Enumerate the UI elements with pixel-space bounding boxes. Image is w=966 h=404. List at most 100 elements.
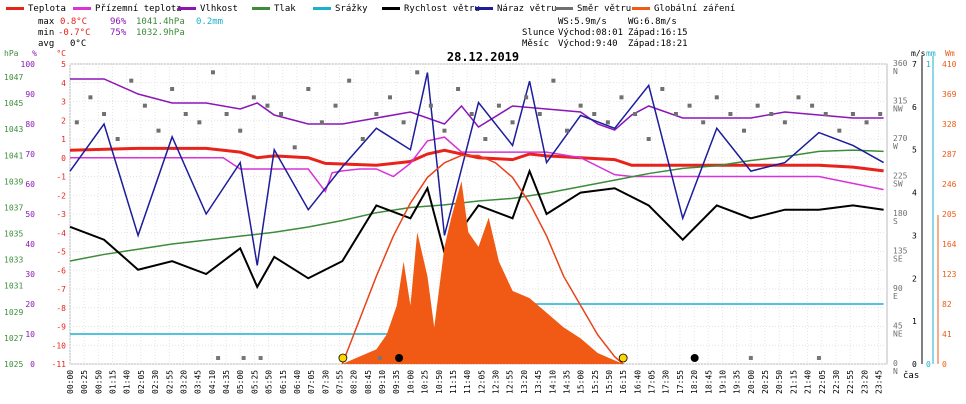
humidity-tick: 40 (25, 240, 35, 249)
rain-tick: 0 (926, 360, 931, 369)
wind-direction-point (265, 103, 270, 108)
direction-tick: 0 (893, 359, 898, 368)
temperature-tick: -9 (56, 323, 66, 332)
radiation-tick: 246 (942, 180, 957, 189)
wind-direction-point (428, 103, 433, 108)
wind-direction-point (115, 137, 120, 141)
legend-swatch (313, 7, 331, 10)
x-tick-label: 03:45 (194, 370, 203, 394)
legend-swatch (178, 7, 196, 10)
direction-tick: 315 (893, 97, 908, 106)
wind-direction-point (238, 128, 243, 133)
x-tick-label: 08:45 (364, 370, 373, 394)
radiation-tick: 328 (942, 120, 957, 129)
legend-label: Rychlost větru (404, 4, 480, 14)
wind-direction-point (605, 120, 610, 125)
legend-label: Globální záření (654, 4, 735, 14)
pressure-tick: 1045 (4, 99, 23, 108)
x-tick-label: 15:00 (577, 370, 586, 394)
x-tick-label: 19:35 (733, 370, 742, 394)
humidity-tick: 100 (21, 60, 36, 69)
humidity-tick: 80 (25, 120, 35, 129)
temperature-tick: 1 (61, 135, 66, 144)
humidity-tick: 70 (25, 150, 35, 159)
temperature-tick: -10 (52, 341, 67, 350)
x-tick-label: 08:20 (350, 370, 359, 394)
pressure-tick: 1033 (4, 256, 23, 265)
direction-tick: 135 (893, 247, 908, 256)
wind-direction-point (197, 120, 202, 125)
info-ws: WS:5.9m/s (558, 17, 607, 27)
temperature-tick: -6 (56, 266, 66, 275)
x-tick-label: 00:00 (66, 370, 75, 394)
wind-direction-point (510, 120, 515, 125)
wind-direction-point (701, 120, 706, 125)
radiation-tick: 41 (942, 330, 952, 339)
x-axis-label: čas (903, 370, 919, 381)
humidity-unit: % (32, 49, 37, 58)
stats-max-label: max (38, 17, 55, 27)
rain-unit: mm (926, 49, 936, 58)
legend-swatch (475, 7, 493, 10)
temperature-tick: -8 (56, 304, 66, 313)
wind-direction-point (551, 78, 556, 83)
bottom-marker (258, 356, 263, 360)
wind-direction-point (210, 70, 215, 75)
wind-direction-point (347, 78, 352, 83)
radiation-tick: 287 (942, 150, 957, 159)
legend-label: Teplota (28, 4, 66, 14)
temperature-tick: -11 (52, 360, 67, 369)
wind-direction-point (456, 87, 461, 91)
stats-min-label: min (38, 28, 54, 38)
wind-tick: 4 (912, 189, 917, 198)
x-tick-label: 04:10 (208, 370, 217, 394)
legend-swatch (6, 7, 24, 10)
x-tick-label: 14:10 (548, 370, 557, 394)
wind-direction-point (88, 95, 93, 100)
pressure-tick: 1043 (4, 125, 23, 134)
humidity-tick: 90 (25, 90, 35, 99)
radiation-tick: 123 (942, 270, 957, 279)
wind-tick: 2 (912, 274, 917, 283)
series-line-teoretick-z-en- (341, 154, 624, 365)
x-tick-label: 22:55 (846, 370, 855, 394)
x-tick-label: 12:05 (477, 370, 486, 394)
x-tick-label: 18:45 (704, 370, 713, 394)
info-sun-label: Slunce (522, 28, 555, 38)
radiation-area (342, 181, 624, 364)
x-tick-label: 22:05 (818, 370, 827, 394)
stats-max-hum: 96% (110, 17, 127, 27)
wind-direction-point (714, 95, 719, 100)
legend-label: Tlak (274, 4, 296, 14)
temperature-tick: 3 (61, 98, 66, 107)
temperature-tick: 0 (61, 154, 66, 163)
x-tick-label: 14:35 (562, 370, 571, 394)
wind-direction-point (524, 95, 529, 100)
x-tick-label: 13:45 (534, 370, 543, 394)
legend-label: Vlhkost (200, 4, 238, 14)
pressure-tick: 1047 (4, 73, 23, 82)
wind-direction-point (742, 128, 747, 133)
chart-title: 28.12.2019 (447, 50, 519, 64)
pressure-tick: 1031 (4, 282, 23, 291)
radiation-tick: 82 (942, 300, 952, 309)
x-tick-label: 02:30 (151, 370, 160, 394)
wind-direction-point (129, 78, 134, 83)
legend-swatch (73, 7, 91, 10)
stats-max-press: 1041.4hPa (136, 17, 185, 27)
temperature-tick: -5 (56, 248, 66, 257)
series-line-teplota (69, 146, 884, 173)
bottom-marker (216, 356, 221, 360)
x-tick-label: 10:50 (435, 370, 444, 394)
wind-direction-point (755, 103, 760, 108)
pressure-tick: 1037 (4, 203, 23, 212)
temperature-tick: -3 (56, 210, 66, 219)
bottom-marker (241, 356, 246, 360)
direction-label: SW (893, 180, 903, 189)
stats-max-rain: 0.2mm (196, 17, 223, 27)
radiation-tick: 410 (942, 60, 957, 69)
x-tick-label: 11:40 (463, 370, 472, 394)
x-tick-label: 09:10 (378, 370, 387, 394)
direction-tick: 270 (893, 134, 908, 143)
